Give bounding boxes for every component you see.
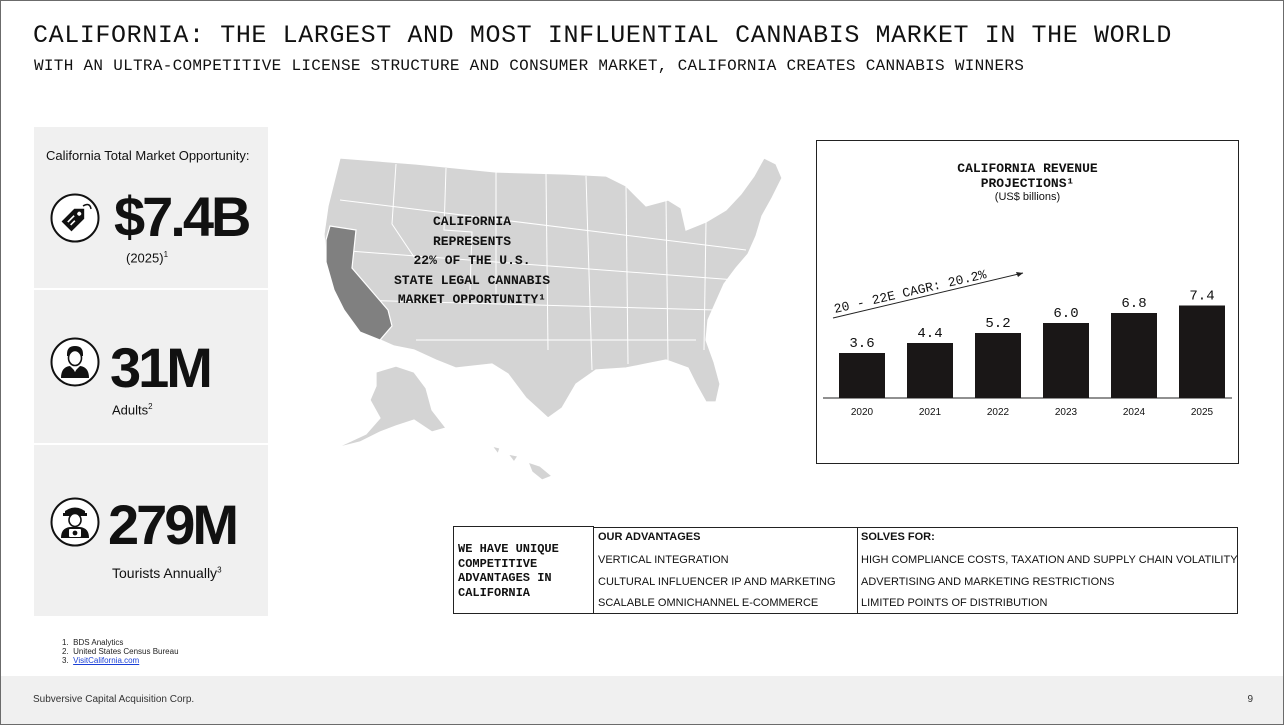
advantages-intro-box: WE HAVE UNIQUE COMPETITIVE ADVANTAGES IN…: [453, 526, 594, 614]
footnote: 2. United States Census Bureau: [62, 647, 179, 656]
solves-cell: LIMITED POINTS OF DISTRIBUTION: [861, 597, 1048, 609]
chart-title-line: PROJECTIONS¹: [980, 176, 1075, 191]
revenue-chart: CALIFORNIA REVENUE PROJECTIONS¹ (US$ bil…: [816, 140, 1239, 464]
bar-value-label: 7.4: [1189, 289, 1214, 305]
advantages-intro-line: WE HAVE UNIQUE: [458, 542, 559, 556]
state-border: [339, 199, 747, 251]
company-name: Subversive Capital Acquisition Corp.: [33, 694, 195, 705]
price-tag-icon: [50, 193, 100, 243]
advantages-intro-line: COMPETITIVE: [458, 556, 538, 571]
table-column-divider: [857, 527, 858, 614]
adults-value: 31M: [110, 336, 213, 399]
bar-value-label: 3.6: [849, 336, 874, 352]
slide-title: CALIFORNIA: THE LARGEST AND MOST INFLUEN…: [33, 21, 1172, 50]
bar-value-label: 4.4: [917, 326, 942, 342]
state-border: [703, 221, 707, 351]
chart-title: CALIFORNIA REVENUE PROJECTIONS¹: [817, 161, 1238, 191]
advantages-intro: WE HAVE UNIQUE COMPETITIVE ADVANTAGES IN…: [458, 542, 559, 600]
tourist-camera-icon: [50, 497, 100, 547]
adults-label: Adults2: [112, 402, 153, 418]
advantages-header: OUR ADVANTAGES: [598, 531, 701, 543]
tourists-label: Tourists Annually3: [112, 565, 222, 581]
map-callout-line: CALIFORNIA: [432, 214, 511, 229]
us-map: [323, 157, 783, 481]
slide-footer: Subversive Capital Acquisition Corp. 9: [1, 676, 1283, 724]
bar-2022: [975, 333, 1021, 398]
advantages-intro-line: ADVANTAGES IN: [458, 571, 552, 585]
advantages-intro-line: CALIFORNIA: [458, 585, 531, 600]
bar-2025: [1179, 305, 1225, 398]
x-tick-label: 2020: [851, 407, 874, 418]
bar-2023: [1043, 323, 1089, 398]
market-size-year: (2025)1: [126, 250, 169, 266]
chart-unit-label: (US$ billions): [994, 191, 1061, 203]
bar-value-label: 6.0: [1053, 306, 1078, 322]
chart-title-line: CALIFORNIA REVENUE: [957, 161, 1098, 176]
x-tick-label: 2021: [919, 407, 942, 418]
advantages-table: [594, 527, 1238, 614]
bar-2021: [907, 343, 953, 398]
x-tick-label: 2025: [1191, 407, 1214, 418]
advantage-cell: VERTICAL INTEGRATION: [598, 554, 729, 566]
page-number: 9: [1247, 694, 1253, 705]
x-tick-label: 2024: [1123, 407, 1146, 418]
state-border: [335, 249, 737, 281]
advantage-cell: SCALABLE OMNICHANNEL E-COMMERCE: [598, 597, 819, 609]
state-border: [625, 185, 629, 365]
market-opportunity-caption: California Total Market Opportunity:: [46, 148, 250, 163]
tourists-value: 279M: [108, 493, 239, 556]
map-callout-line: 22% OF THE U.S.: [413, 253, 531, 268]
visit-california-link[interactable]: VisitCalifornia.com: [73, 656, 140, 665]
map-callout-line: STATE LEGAL CANNABIS: [393, 272, 551, 288]
state-border: [391, 163, 417, 261]
chart-plot: 3.6 2020 4.4 2021 5.2 2022 6.0 2023 6.8 2024 7.4 20…: [823, 267, 1232, 418]
stats-panel: California Total Market Opportunity: $7.…: [34, 127, 268, 616]
footnote: 1. BDS Analytics: [62, 638, 124, 647]
state-border: [355, 299, 717, 311]
bar-2024: [1111, 313, 1157, 398]
map-callout: CALIFORNIA REPRESENTS 22% OF THE U.S. ST…: [382, 212, 562, 310]
alaska: [335, 365, 448, 449]
state-border: [585, 175, 593, 371]
bar-value-label: 5.2: [985, 316, 1010, 332]
state-border: [443, 167, 473, 291]
x-tick-label: 2023: [1055, 407, 1078, 418]
x-tick-label: 2022: [987, 407, 1010, 418]
state-border: [545, 173, 549, 351]
advantage-cell: CULTURAL INFLUENCER IP AND MARKETING: [598, 576, 836, 588]
map-callout-line: REPRESENTS: [432, 233, 511, 249]
state-border: [665, 199, 669, 361]
solves-cell: ADVERTISING AND MARKETING RESTRICTIONS: [861, 576, 1115, 588]
adult-person-icon: [50, 337, 100, 387]
hawaii: [490, 445, 554, 481]
cagr-label: 20 - 22E CAGR: 20.2%: [833, 267, 989, 317]
market-size-value: $7.4B: [114, 185, 251, 248]
cagr-annotation: 20 - 22E CAGR: 20.2%: [833, 267, 1024, 319]
slide-subtitle: WITH AN ULTRA-COMPETITIVE LICENSE STRUCT…: [34, 57, 1025, 75]
map-callout-line: MARKET OPPORTUNITY¹: [397, 292, 547, 307]
bar-value-label: 6.8: [1121, 296, 1146, 312]
stat-divider: [34, 443, 268, 445]
solves-for-header: SOLVES FOR:: [861, 531, 935, 543]
footnote: 3. VisitCalifornia.com: [62, 656, 140, 665]
bar-2020: [839, 353, 885, 398]
california-state: [325, 225, 393, 341]
solves-cell: HIGH COMPLIANCE COSTS, TAXATION AND SUPP…: [861, 554, 1238, 566]
stat-divider: [34, 288, 268, 290]
